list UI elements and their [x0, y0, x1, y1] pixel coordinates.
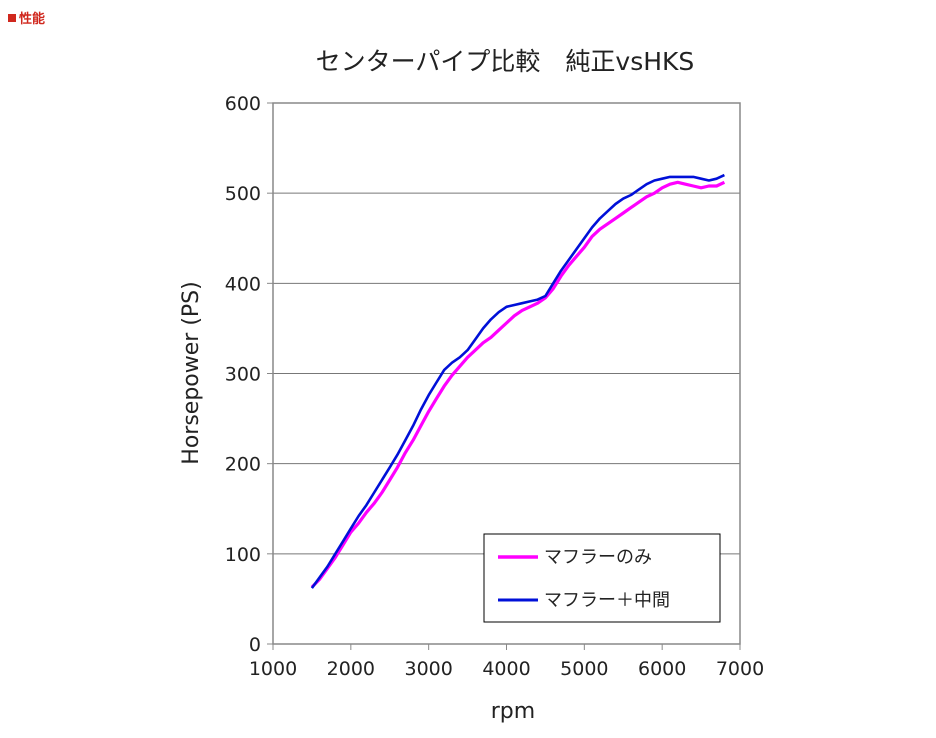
series-line-muffler-only: [310, 180, 726, 589]
grid-lines: [273, 192, 740, 555]
y-tick-label: 500: [225, 183, 261, 205]
x-tick-label: 6000: [638, 658, 686, 680]
x-tick-label: 4000: [482, 658, 530, 680]
y-tick-label: 300: [225, 364, 261, 386]
legend-label-muffler-only: マフラーのみ: [544, 547, 652, 568]
y-tick-label: 200: [225, 454, 261, 476]
x-tick-label: 2000: [327, 658, 375, 680]
section-label: 性能: [8, 8, 45, 27]
legend-box: [483, 533, 721, 623]
y-tick-label: 100: [225, 544, 261, 566]
series-line-muffler-center: [310, 173, 725, 589]
section-label-text: 性能: [19, 12, 46, 27]
x-tick-label: 1000: [249, 658, 297, 680]
square-bullet-icon: [8, 14, 16, 22]
chart-title: センターパイプ比較 純正vsHKS: [316, 47, 695, 76]
y-axis-label: Horsepower (PS): [179, 281, 204, 464]
legend-label-muffler-center: マフラー＋中間: [544, 590, 670, 611]
x-tick-label: 3000: [404, 658, 452, 680]
y-tick-label: 600: [225, 93, 261, 115]
legend: マフラーのみ マフラー＋中間: [483, 533, 721, 623]
axis-ticks: 0 100 200 300 400 500 600 1000 2000 3000 4000 5000 6…: [225, 93, 764, 680]
x-tick-label: 5000: [560, 658, 608, 680]
y-tick-label: 400: [225, 273, 261, 295]
series-lines: [310, 173, 726, 589]
x-tick-label: 7000: [716, 658, 764, 680]
x-axis-label: rpm: [491, 699, 535, 724]
y-tick-label: 0: [249, 634, 261, 656]
